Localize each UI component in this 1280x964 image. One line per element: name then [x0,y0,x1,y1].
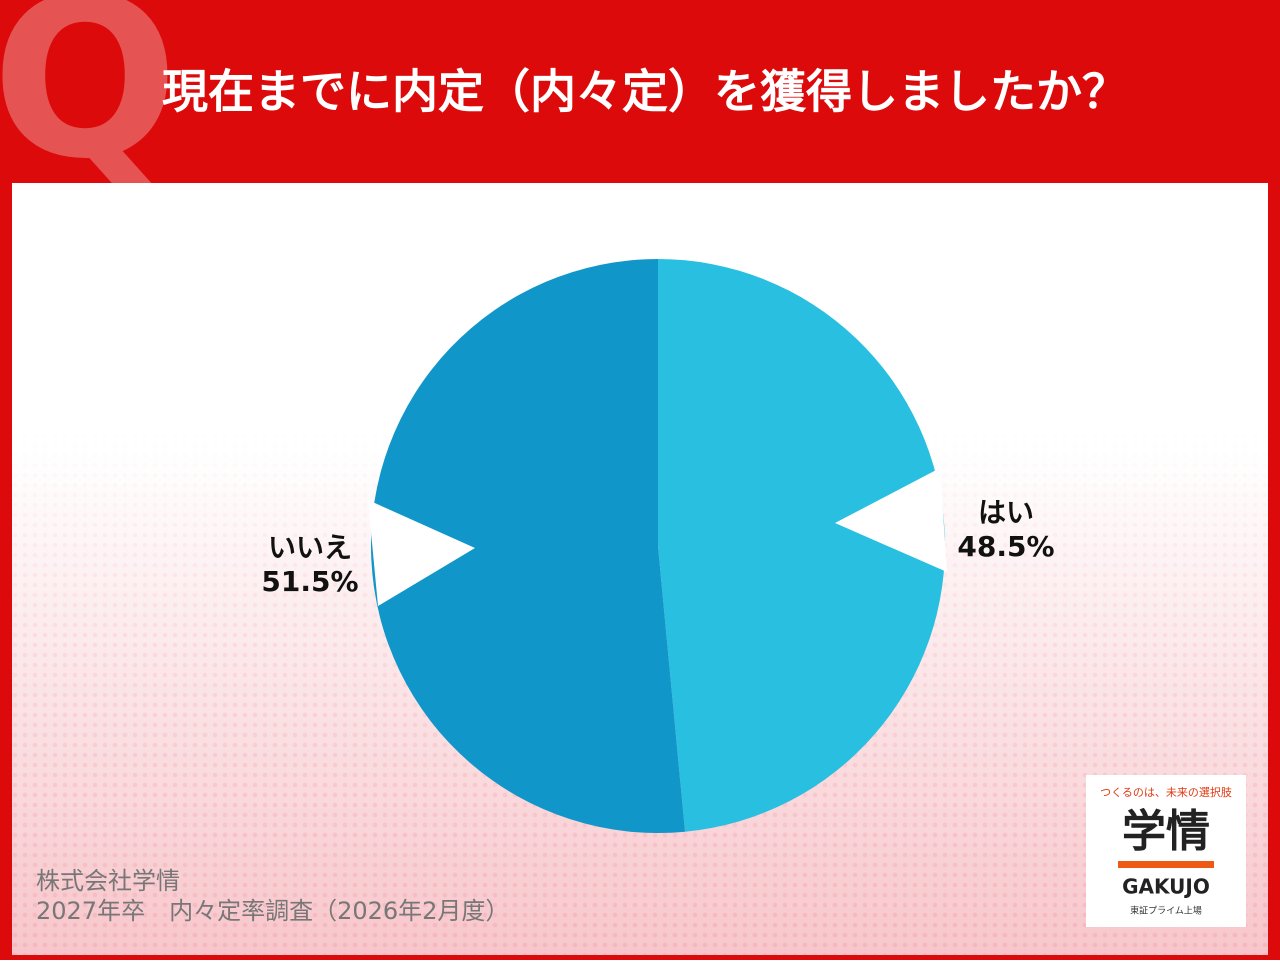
logo-tagline: つくるのは、未来の選択肢 [1100,785,1232,799]
chart-title: 現在までに内定（内々定）を獲得しましたか？ [162,65,1128,119]
logo-bar [1118,861,1214,868]
callout-notch [368,500,475,606]
q-mark: Q [0,0,179,207]
logo: つくるのは、未来の選択肢 学情 GAKUJO 東証プライム上場 [1086,775,1246,927]
pie-slice [658,259,945,832]
callout-notch [835,468,947,572]
source: 2027年卒 内々定率調査（2026年2月度） [36,897,509,925]
value-label: 51.5% [261,565,358,598]
value-label: 48.5% [957,530,1054,563]
slice-label: いいえ [268,531,352,564]
logo-listing: 東証プライム上場 [1130,905,1202,917]
logo-name: 学情 [1122,806,1210,857]
logo-box [1086,775,1246,927]
slice-label: はい [978,496,1034,529]
source: 株式会社学情 [36,867,180,895]
pie-slice [370,259,686,833]
logo-roman: GAKUJO [1122,875,1210,899]
pie [370,259,945,833]
